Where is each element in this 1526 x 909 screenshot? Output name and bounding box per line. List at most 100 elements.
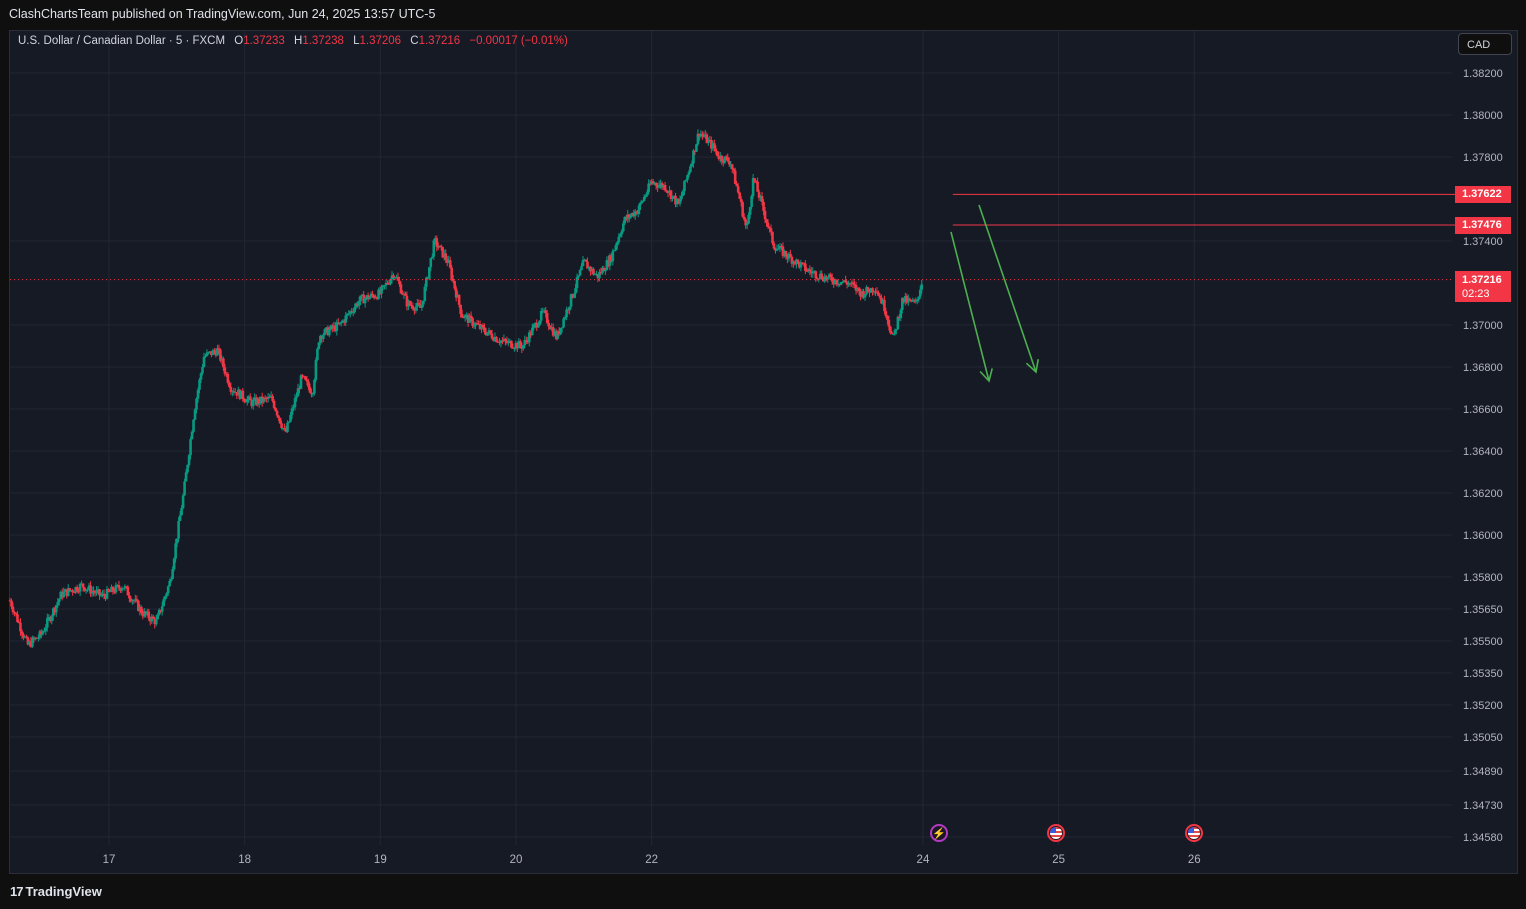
candle-body <box>356 303 359 306</box>
candle-body <box>380 286 383 294</box>
price-tick-label: 1.34580 <box>1463 832 1503 844</box>
price-chart[interactable]: 1.38200 1.38000 1.37800 1.37400 1.37000 1.368… <box>0 0 1526 874</box>
candle-body <box>93 592 97 594</box>
candle-body <box>827 274 831 278</box>
candle-body <box>635 211 639 214</box>
candle-body <box>905 296 909 303</box>
candle-body <box>234 392 237 394</box>
candle-body <box>450 267 453 279</box>
candle-body <box>360 294 364 296</box>
candle-body <box>705 134 709 144</box>
candle-body <box>892 333 895 335</box>
candle-body <box>362 294 365 304</box>
candle-body <box>441 247 445 258</box>
candle-body <box>632 212 636 217</box>
candle-body <box>474 323 477 326</box>
candle-body <box>493 336 497 341</box>
candle-body <box>245 399 249 403</box>
candle-body <box>178 515 182 521</box>
chart-pane[interactable] <box>9 30 1518 874</box>
candle-body <box>295 396 298 399</box>
candle-body <box>359 295 362 302</box>
candle-body <box>536 324 540 328</box>
candle-body <box>89 585 92 594</box>
candle-body <box>766 222 770 228</box>
candle-body <box>875 291 879 293</box>
candle-body <box>142 611 146 617</box>
candle-body <box>186 464 189 473</box>
candle-body <box>774 248 777 251</box>
candle-body <box>593 274 597 276</box>
candle-body <box>507 341 510 344</box>
forecast-arrow-head <box>979 368 993 383</box>
candle-body <box>280 423 283 429</box>
tradingview-logo-icon: 17 <box>10 884 24 899</box>
candle-body <box>638 203 642 210</box>
candle-body <box>271 395 274 401</box>
candle-body <box>475 323 479 325</box>
candle-body <box>815 278 819 280</box>
candle-body <box>23 636 27 638</box>
candle-body <box>408 301 412 306</box>
candle-body <box>399 284 403 294</box>
time-tick-label: 19 <box>374 854 387 866</box>
candle-body <box>490 333 494 339</box>
tradingview-brand[interactable]: 17 TradingView <box>10 884 102 899</box>
candle-body <box>514 343 518 348</box>
candle-body <box>847 283 850 285</box>
candle-body <box>274 407 277 411</box>
candle-body <box>781 246 785 256</box>
candle-body <box>642 196 646 201</box>
candle-body <box>481 324 485 328</box>
candle-body <box>468 315 471 323</box>
horizontal-levels[interactable] <box>952 193 1456 226</box>
candle-body <box>13 612 16 614</box>
candle-body <box>665 190 668 192</box>
candle-body <box>181 495 185 509</box>
candle-body <box>310 392 313 395</box>
candle-body <box>739 198 743 203</box>
forecast-arrow-shaft <box>950 231 990 382</box>
candle-body <box>313 379 316 394</box>
candle-body <box>44 627 48 631</box>
candle-body <box>917 296 921 300</box>
candle-body <box>429 257 433 268</box>
candle-body <box>601 267 604 274</box>
lightning-icon[interactable]: ⚡ <box>930 824 948 842</box>
candle-body <box>131 600 134 602</box>
candle-body <box>174 543 177 559</box>
candle-body <box>687 171 691 176</box>
candle-body <box>83 587 86 591</box>
time-axis[interactable]: 17 18 19 20 22 24 25 26 <box>103 854 1201 866</box>
forecast-arrows[interactable] <box>950 204 1040 383</box>
currency-button[interactable]: CAD <box>1458 33 1512 55</box>
candle-body <box>845 282 849 285</box>
close-label: C <box>410 35 419 47</box>
us-flag-icon[interactable] <box>1185 824 1203 842</box>
candle-body <box>175 538 179 544</box>
candle-body <box>692 150 695 164</box>
time-tick-label: 22 <box>645 854 658 866</box>
candle-body <box>247 396 251 400</box>
candle-body <box>899 309 903 319</box>
candle-body <box>463 315 467 318</box>
price-axis[interactable]: 1.38200 1.38000 1.37800 1.37400 1.37000 1.368… <box>1463 68 1503 844</box>
candle-body <box>210 351 213 356</box>
candle-body <box>222 358 225 368</box>
us-flag-icon[interactable] <box>1047 824 1065 842</box>
candle-body <box>166 586 170 594</box>
candle-body <box>768 227 771 229</box>
candle-body <box>483 327 486 332</box>
candle-body <box>854 285 858 291</box>
candle-body <box>108 591 112 593</box>
time-tick-label: 18 <box>238 854 251 866</box>
candle-body <box>557 331 561 335</box>
candle-body <box>651 181 655 184</box>
candle-body <box>460 314 464 318</box>
candle-body <box>113 591 116 593</box>
candle-body <box>435 238 439 247</box>
candle-body <box>698 133 701 137</box>
candle-body <box>120 588 124 591</box>
candle-body <box>792 261 795 264</box>
candle-body <box>262 397 265 403</box>
